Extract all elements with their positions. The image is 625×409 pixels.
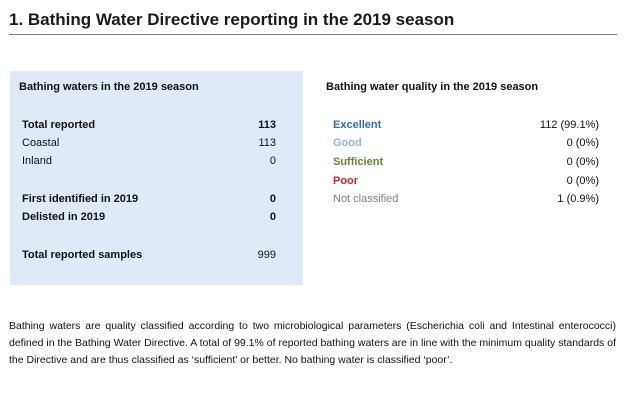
quality-label: Sufficient [333, 156, 384, 168]
quality-row-not-classified: Not classified 1 (0.9%) [333, 193, 599, 209]
quality-row-sufficient: Sufficient 0 (0%) [333, 156, 599, 172]
quality-value: 1 (0.9%) [557, 193, 599, 205]
quality-label: Not classified [333, 193, 399, 205]
quality-label: Good [333, 137, 362, 149]
quality-row-poor: Poor 0 (0%) [333, 175, 599, 191]
quality-row-good: Good 0 (0%) [333, 137, 599, 153]
row-value: 113 [258, 119, 276, 131]
row-value: 0 [269, 211, 276, 223]
quality-value: 112 (99.1%) [539, 119, 599, 131]
row-total-reported: Total reported 113 [22, 119, 276, 135]
page-title: 1. Bathing Water Directive reporting in … [9, 10, 455, 29]
season-panel: Bathing waters in the 2019 season Total … [10, 71, 303, 285]
row-label: Coastal [22, 137, 60, 149]
row-value: 0 [269, 193, 276, 205]
row-value: 113 [258, 137, 276, 149]
quality-value: 0 (0%) [566, 175, 599, 187]
quality-heading: Bathing water quality in the 2019 season [326, 81, 539, 93]
row-label: First identified in 2019 [22, 193, 139, 205]
row-coastal: Coastal 113 [22, 137, 276, 153]
quality-value: 0 (0%) [566, 137, 599, 149]
row-label: Delisted in 2019 [22, 211, 106, 223]
row-inland: Inland 0 [22, 155, 276, 171]
row-label: Total reported [22, 119, 96, 131]
title-divider [9, 34, 617, 35]
row-value: 0 [269, 155, 276, 167]
quality-row-excellent: Excellent 112 (99.1%) [333, 119, 599, 135]
row-value: 999 [257, 249, 276, 261]
summary-paragraph: Bathing waters are quality classified ac… [9, 320, 616, 366]
row-label: Total reported samples [22, 249, 143, 261]
quality-value: 0 (0%) [566, 156, 599, 168]
row-delisted: Delisted in 2019 0 [22, 211, 276, 227]
row-label: Inland [22, 155, 52, 167]
quality-label: Excellent [333, 119, 382, 131]
row-first-identified: First identified in 2019 0 [22, 193, 276, 209]
quality-label: Poor [333, 175, 359, 187]
season-panel-heading: Bathing waters in the 2019 season [19, 81, 199, 93]
row-total-samples: Total reported samples 999 [22, 249, 276, 265]
